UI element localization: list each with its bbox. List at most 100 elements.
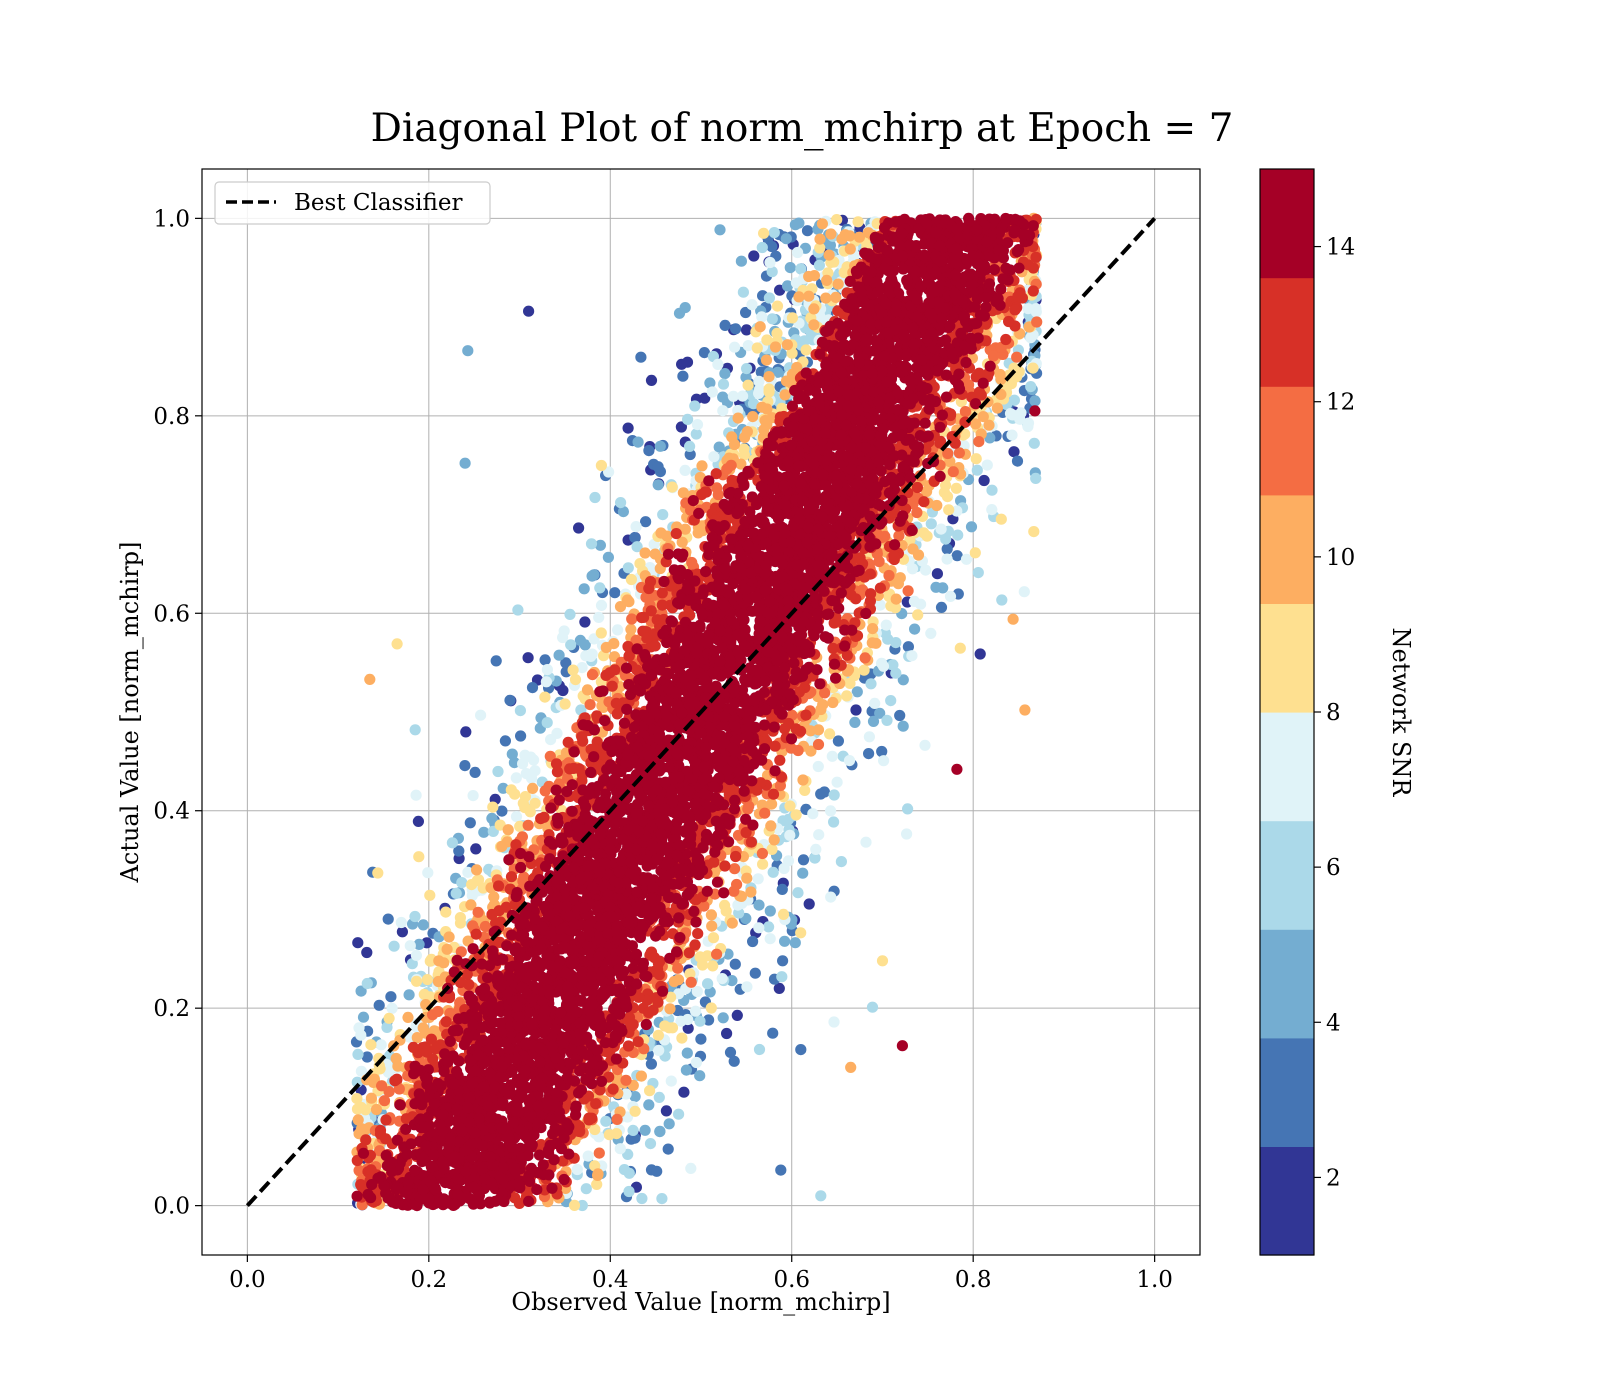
scatter-point xyxy=(469,766,481,779)
scatter-point xyxy=(475,709,487,721)
scatter-point xyxy=(717,405,729,417)
scatter-point xyxy=(1004,408,1017,420)
scatter-point xyxy=(365,1039,377,1051)
scatter-point xyxy=(540,676,553,688)
scatter-point xyxy=(797,774,809,786)
scatter-point xyxy=(728,438,741,451)
scatter-point xyxy=(974,648,986,660)
scatter-point xyxy=(620,662,633,674)
scatter-point xyxy=(761,418,773,431)
scatter-point xyxy=(707,960,719,972)
scatter-point xyxy=(740,324,753,336)
scatter-point xyxy=(665,991,677,1003)
scatter-point xyxy=(539,691,551,703)
scatter-point xyxy=(830,672,842,684)
scatter-point xyxy=(809,852,821,864)
scatter-point xyxy=(1014,287,1026,299)
scatter-point xyxy=(603,466,615,478)
scatter-point xyxy=(965,343,977,355)
scatter-point xyxy=(753,922,765,934)
scatter-point xyxy=(515,730,527,742)
scatter-point xyxy=(767,866,779,878)
scatter-point xyxy=(777,955,789,967)
scatter-point xyxy=(723,818,735,830)
scatter-point xyxy=(390,1052,402,1065)
scatter-point xyxy=(940,391,953,403)
scatter-point xyxy=(522,652,534,664)
scatter-point xyxy=(711,876,724,888)
scatter-point xyxy=(780,375,793,387)
scatter-point xyxy=(902,803,914,815)
scatter-point xyxy=(504,694,516,706)
scatter-point xyxy=(552,817,564,829)
scatter-point xyxy=(586,570,598,582)
scatter-point xyxy=(934,470,946,482)
scatter-point xyxy=(858,664,870,676)
scatter-point xyxy=(522,819,534,831)
scatter-point xyxy=(923,403,935,415)
scatter-point xyxy=(640,516,652,528)
scatter-point xyxy=(460,726,472,738)
scatter-point xyxy=(629,532,641,544)
scatter-point xyxy=(947,466,959,478)
scatter-point xyxy=(828,1016,840,1028)
scatter-point xyxy=(850,704,862,716)
scatter-point xyxy=(918,496,930,508)
scatter-point xyxy=(651,1165,663,1177)
scatter-point xyxy=(753,375,765,387)
scatter-point xyxy=(643,582,655,595)
scatter-point xyxy=(839,640,851,652)
scatter-point xyxy=(510,772,522,784)
scatter-point xyxy=(622,422,634,434)
scatter-point xyxy=(944,590,957,603)
scatter-point xyxy=(805,745,817,757)
scatter-point xyxy=(526,772,538,784)
scatter-point xyxy=(757,858,769,870)
scatter-point xyxy=(764,933,776,945)
scatter-point xyxy=(365,1092,377,1104)
scatter-point xyxy=(720,905,732,917)
scatter-point xyxy=(970,398,982,410)
scatter-point xyxy=(864,595,877,607)
scatter-point xyxy=(915,598,927,610)
scatter-point xyxy=(1028,437,1040,449)
scatter-point xyxy=(906,650,918,662)
scatter-point xyxy=(689,939,701,951)
scatter-point xyxy=(996,594,1008,606)
scatter-point xyxy=(394,1099,406,1111)
scatter-point xyxy=(873,555,885,568)
scatter-point xyxy=(795,927,807,939)
scatter-point xyxy=(983,419,995,431)
scatter-point xyxy=(396,926,408,938)
scatter-point xyxy=(768,834,780,846)
scatter-point xyxy=(695,1033,707,1045)
scatter-point xyxy=(756,241,768,254)
scatter-point xyxy=(573,522,585,534)
scatter-point xyxy=(550,758,563,770)
scatter-point xyxy=(960,553,973,565)
scatter-point xyxy=(790,809,802,821)
scatter-point xyxy=(584,699,596,711)
scatter-point xyxy=(832,278,844,290)
scatter-point xyxy=(510,890,522,903)
scatter-point xyxy=(876,955,889,967)
scatter-point xyxy=(632,436,644,448)
scatter-point xyxy=(672,548,684,560)
scatter-point xyxy=(492,765,504,778)
scatter-point xyxy=(866,1001,879,1013)
scatter-point xyxy=(635,1070,648,1082)
scatter-point xyxy=(684,968,696,980)
scatter-point xyxy=(764,256,776,269)
scatter-point xyxy=(716,828,729,840)
scatter-point xyxy=(352,1114,364,1126)
scatter-point xyxy=(440,1016,452,1028)
scatter-point xyxy=(668,564,680,576)
scatter-point xyxy=(747,398,760,410)
scatter-point xyxy=(753,899,765,911)
scatter-point xyxy=(487,801,499,813)
scatter-point xyxy=(352,937,364,949)
scatter-point xyxy=(417,919,429,931)
scatter-point xyxy=(776,971,788,983)
scatter-point xyxy=(478,826,490,838)
scatter-point xyxy=(470,928,482,940)
